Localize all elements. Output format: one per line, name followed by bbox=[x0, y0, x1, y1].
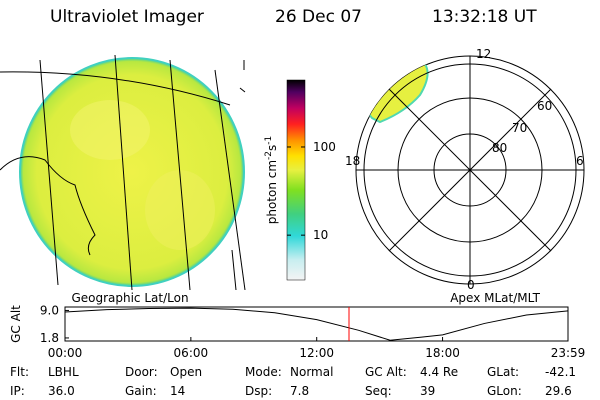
mlat-label: 80 bbox=[492, 141, 507, 155]
x-tick-label: 23:59 bbox=[551, 346, 586, 360]
field-value: 4.4 Re bbox=[420, 365, 458, 379]
field-value: 29.6 bbox=[545, 384, 572, 398]
unit: s bbox=[265, 145, 279, 151]
colorbar-tick-label: 100 bbox=[313, 140, 336, 154]
mlat-label: 60 bbox=[537, 99, 552, 113]
mlat-label: 70 bbox=[512, 121, 527, 135]
field-value: 36.0 bbox=[48, 384, 75, 398]
field-label: GLat: bbox=[487, 365, 519, 379]
mlt-label: 18 bbox=[345, 154, 360, 168]
colorbar bbox=[286, 79, 306, 281]
field-value: LBHL bbox=[48, 365, 79, 379]
alt-frame bbox=[64, 306, 569, 342]
geo-image bbox=[0, 54, 246, 290]
field-value: 7.8 bbox=[290, 384, 309, 398]
date: 26 Dec 07 bbox=[275, 7, 362, 27]
field-value: Open bbox=[170, 365, 202, 379]
y-label: GC Alt bbox=[9, 305, 23, 343]
field-value: 39 bbox=[420, 384, 435, 398]
mlt-label: 6 bbox=[576, 154, 584, 168]
field-label: Dsp: bbox=[245, 384, 272, 398]
unit-exp: -1 bbox=[264, 136, 274, 145]
altitude-line bbox=[64, 307, 569, 341]
field-label: Mode: bbox=[245, 365, 282, 379]
instrument: Ultraviolet Imager bbox=[50, 7, 204, 27]
right-caption: Apex MLat/MLT bbox=[450, 291, 540, 305]
field-label: IP: bbox=[10, 384, 25, 398]
x-tick-label: 00:00 bbox=[48, 346, 83, 360]
x-tick-label: 12:00 bbox=[299, 346, 334, 360]
polar-plot bbox=[355, 55, 585, 285]
field-value: -42.1 bbox=[545, 365, 576, 379]
mlt-label: 12 bbox=[476, 47, 491, 61]
left-caption: Geographic Lat/Lon bbox=[71, 291, 188, 305]
x-tick-label: 18:00 bbox=[425, 346, 460, 360]
colorbar-tick-label: 10 bbox=[313, 228, 328, 242]
field-value: Normal bbox=[290, 365, 333, 379]
field-label: GC Alt: bbox=[365, 365, 407, 379]
field-value: 14 bbox=[170, 384, 185, 398]
field-label: Seq: bbox=[365, 384, 392, 398]
x-tick-label: 06:00 bbox=[174, 346, 209, 360]
field-label: Gain: bbox=[125, 384, 157, 398]
unit: photon cm bbox=[265, 160, 279, 224]
y-tick-label: 9.0 bbox=[40, 303, 59, 317]
mlt-label: 0 bbox=[467, 278, 475, 292]
y-tick-label: 1.8 bbox=[40, 331, 59, 345]
time: 13:32:18 UT bbox=[432, 7, 537, 27]
unit-exp: -2 bbox=[264, 151, 274, 160]
field-label: Flt: bbox=[10, 365, 29, 379]
colorbar-label: photon cm-2s-1 bbox=[264, 136, 279, 225]
field-label: GLon: bbox=[487, 384, 522, 398]
field-label: Door: bbox=[125, 365, 158, 379]
